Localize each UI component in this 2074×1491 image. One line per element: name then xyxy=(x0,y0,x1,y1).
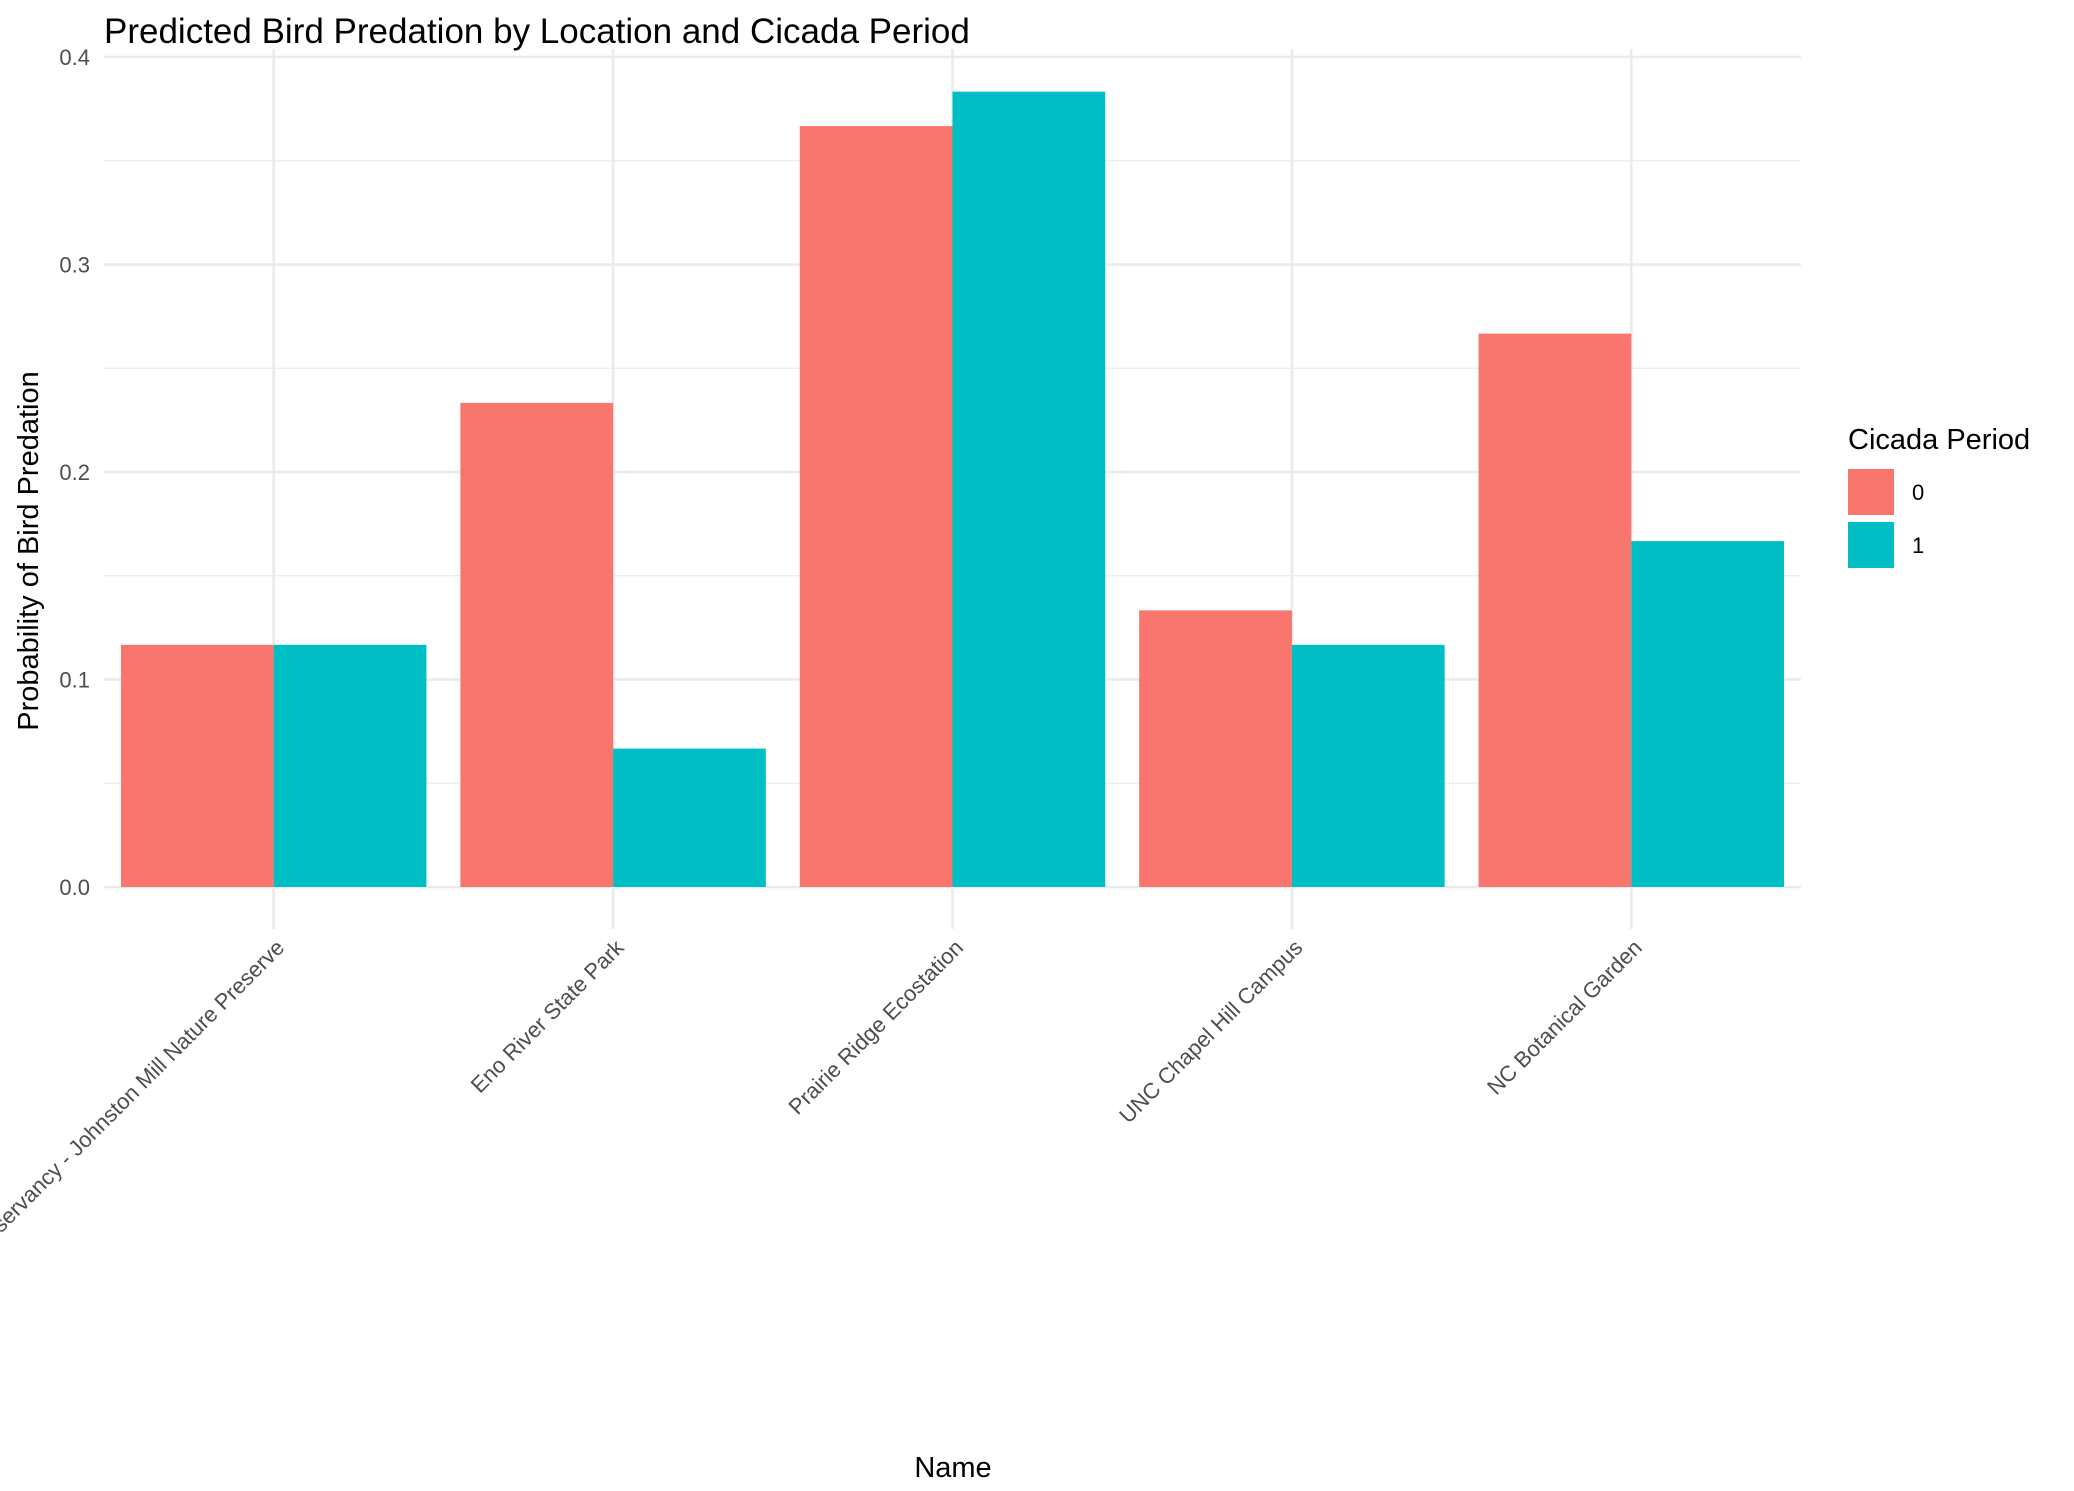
x-tick-label: UNC Chapel Hill Campus xyxy=(1114,935,1307,1128)
y-axis: 0.0 0.1 0.2 0.3 0.4 xyxy=(59,45,90,900)
y-tick-label: 0.0 xyxy=(59,875,90,900)
bar-series-1 xyxy=(1291,644,1445,887)
legend: Cicada Period 0 1 xyxy=(1848,424,2030,568)
y-tick-label: 0.4 xyxy=(59,45,90,70)
x-tick-label: NC Botanical Garden xyxy=(1482,935,1647,1100)
bar-series-0 xyxy=(799,126,953,887)
y-tick-label: 0.2 xyxy=(59,460,90,485)
bars xyxy=(120,91,1785,888)
bar-series-1 xyxy=(273,644,427,887)
y-tick-label: 0.3 xyxy=(59,253,90,278)
bar-series-1 xyxy=(1631,541,1785,887)
bar-series-0 xyxy=(460,402,614,887)
legend-key-0 xyxy=(1848,469,1894,515)
chart-title: Predicted Bird Predation by Location and… xyxy=(104,12,970,51)
legend-key-1 xyxy=(1848,522,1894,568)
bar-series-1 xyxy=(952,91,1106,888)
x-axis: Triangle Land Conservancy - Johnston Mil… xyxy=(0,934,1647,1364)
bar-series-0 xyxy=(1478,333,1632,887)
bar-series-0 xyxy=(120,644,274,887)
bar-series-0 xyxy=(1139,610,1292,887)
legend-title: Cicada Period xyxy=(1848,424,2030,456)
bar-series-1 xyxy=(613,748,766,887)
legend-label: 0 xyxy=(1912,480,1924,505)
x-tick-label: Triangle Land Conservancy - Johnston Mil… xyxy=(0,935,289,1365)
x-tick-label: Prairie Ridge Ecostation xyxy=(783,935,968,1120)
legend-label: 1 xyxy=(1912,533,1924,558)
y-axis-title: Probability of Bird Predation xyxy=(13,371,45,730)
y-tick-label: 0.1 xyxy=(59,668,90,693)
x-tick-label: Eno River State Park xyxy=(466,934,630,1098)
x-axis-title: Name xyxy=(914,1452,991,1484)
